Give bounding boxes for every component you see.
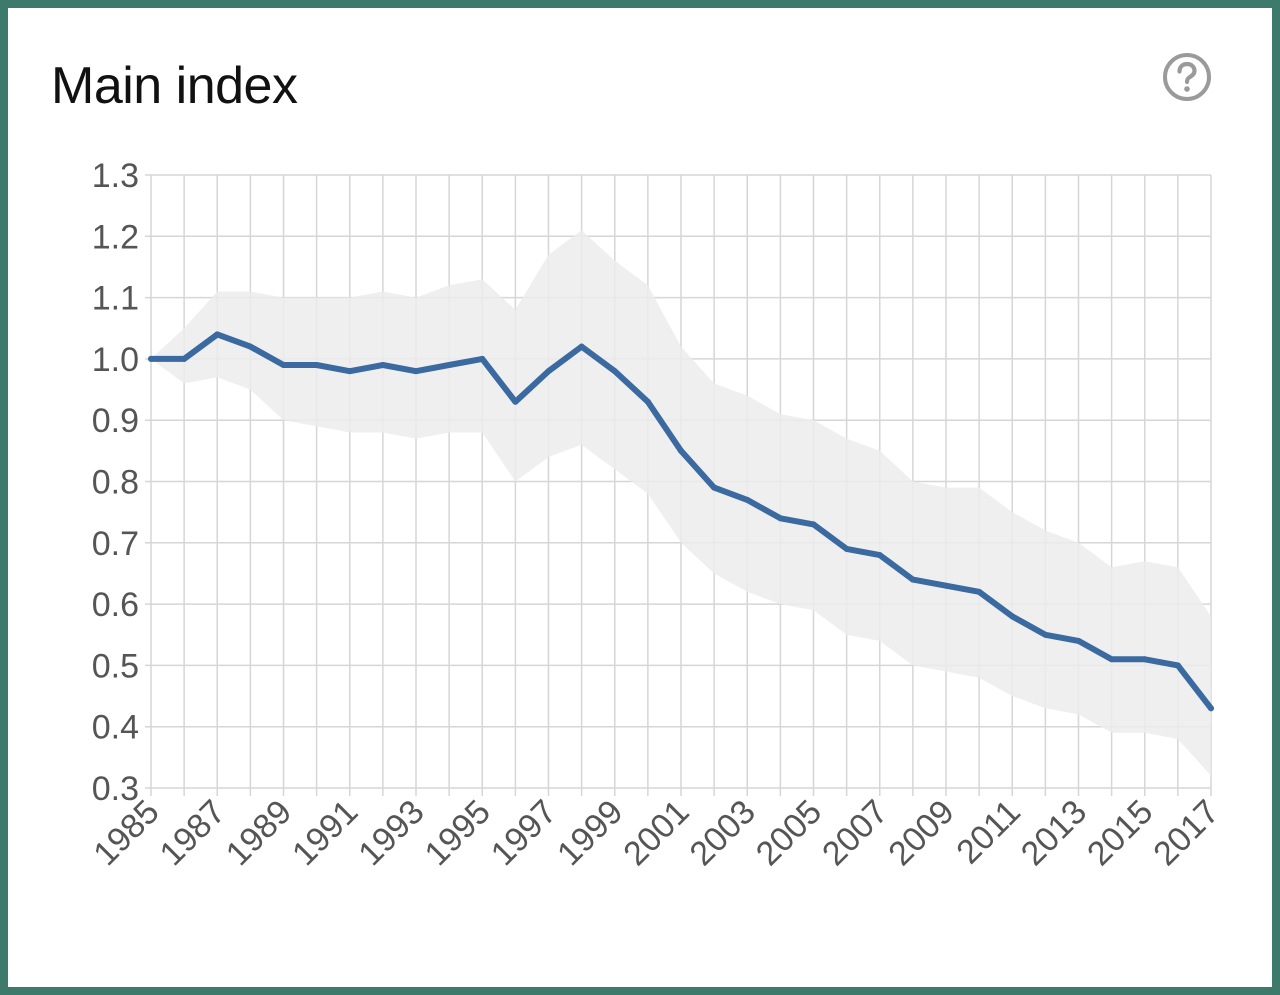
data-point (1009, 613, 1016, 620)
line-chart: 1.3 1.2 1.1 1.0 0.9 0.8 0.7 0.6 0.5 0.4 0.3 198519… (86, 157, 1226, 873)
data-point (1108, 656, 1115, 663)
data-point (711, 484, 718, 491)
data-point (777, 515, 784, 522)
y-tick-label: 1.1 (92, 280, 139, 318)
data-point (810, 521, 817, 528)
x-tick-label: 2007 (815, 793, 895, 873)
data-point (943, 582, 949, 589)
y-tick-label: 1.2 (92, 218, 139, 256)
x-tick-label: 2013 (1014, 793, 1094, 873)
data-point (181, 355, 188, 362)
x-tick-label: 2011 (949, 793, 1028, 872)
x-tick-label: 2017 (1146, 793, 1226, 873)
data-point (1075, 637, 1082, 644)
x-tick-label: 1999 (550, 793, 630, 873)
data-point (1042, 631, 1049, 638)
y-axis-ticks: 1.3 1.2 1.1 1.0 0.9 0.8 0.7 0.6 0.5 0.4 0.3 (92, 157, 139, 808)
y-tick-label: 0.6 (92, 586, 139, 624)
data-point (247, 343, 254, 350)
question-circle-icon[interactable] (1162, 52, 1212, 102)
x-axis-ticks: 1985198719891991199319951997199920012003… (86, 793, 1226, 873)
page-title: Main index (51, 57, 298, 115)
data-point (545, 368, 552, 375)
data-point (413, 368, 419, 375)
x-tick-label: 2009 (881, 793, 961, 873)
y-tick-label: 0.8 (92, 464, 139, 502)
data-point (678, 447, 684, 454)
data-point (446, 362, 453, 369)
y-tick-label: 0.5 (92, 647, 139, 685)
x-tick-label: 1989 (219, 793, 299, 873)
x-tick-label: 1987 (153, 793, 233, 873)
x-tick-label: 1997 (484, 793, 564, 873)
data-point (909, 576, 916, 583)
y-tick-label: 0.9 (92, 402, 139, 440)
data-point (479, 355, 486, 362)
series-line (148, 331, 1214, 712)
x-tick-label: 1995 (418, 793, 498, 873)
y-tick-label: 1.0 (92, 341, 139, 379)
data-point (214, 331, 221, 338)
data-point (313, 362, 320, 369)
data-point (843, 545, 850, 552)
y-tick-label: 1.3 (92, 157, 139, 195)
x-tick-label: 1993 (351, 793, 431, 873)
data-point (976, 588, 983, 595)
x-tick-label: 2005 (749, 793, 829, 873)
data-point (346, 368, 353, 375)
data-point (148, 355, 154, 362)
y-tick-label: 0.3 (92, 770, 139, 808)
data-point (1174, 662, 1181, 669)
y-tick-label: 0.4 (92, 709, 139, 747)
data-point (611, 368, 618, 375)
x-tick-label: 2003 (683, 793, 763, 873)
x-tick-label: 2015 (1080, 793, 1160, 873)
data-point (1141, 656, 1148, 663)
data-point (744, 496, 751, 503)
data-point (644, 398, 651, 405)
chart-card: Main index 1.3 1.2 1.1 1.0 0.9 0.8 0.7 0.6 0.5 0.… (8, 8, 1272, 987)
data-point (876, 552, 883, 559)
data-point (379, 362, 386, 369)
x-tick-label: 2001 (616, 793, 696, 873)
data-point (280, 362, 287, 369)
data-point (578, 343, 585, 350)
band-area (151, 230, 1211, 776)
confidence-band (151, 230, 1211, 776)
y-tick-label: 0.7 (92, 525, 139, 563)
x-tick-label: 1991 (285, 793, 365, 873)
data-point (512, 398, 519, 405)
data-point (1208, 705, 1214, 712)
